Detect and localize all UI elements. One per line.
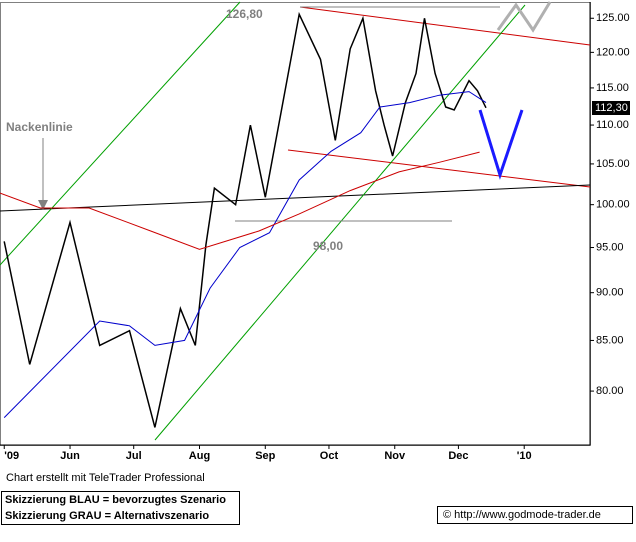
series-line [3,91,487,418]
x-tick-label: Jul [126,450,142,462]
scenario-blue [478,109,524,180]
series-line [0,151,480,250]
series-line [3,11,487,428]
arrow-head [38,200,48,210]
x-tick-label: '09 [4,450,19,462]
annotation: 126,80 [226,7,263,21]
legend-line: Skizzierung BLAU = bevorzugtes Szenario [5,494,226,506]
last-price: 112,30 [595,102,628,114]
x-tick-label: Oct [320,450,339,462]
legend-line: Skizzierung GRAU = Alternativszenario [5,510,209,522]
y-tick-label: 120.00 [596,46,630,58]
y-tick-label: 125.00 [596,12,630,24]
channel [0,1,241,266]
y-tick-label: 90.00 [596,287,624,299]
y-tick-label: 100.00 [596,199,630,211]
channel [154,4,526,441]
trendline [287,149,591,188]
x-tick-label: Sep [255,450,275,462]
y-tick-label: 85.00 [596,334,624,346]
source: © http://www.godmode-trader.de [443,509,601,521]
x-tick-label: Aug [189,450,210,462]
x-tick-label: '10 [517,450,532,462]
y-tick-label: 115.00 [596,82,629,94]
annotation: 98,00 [313,239,343,253]
scenario-grey [496,1,552,33]
plot-frame [0,2,591,446]
y-tick-label: 95.00 [596,241,624,253]
neckline [0,184,591,212]
y-tick-label: 105.00 [596,158,630,170]
x-tick-label: Jun [60,450,80,462]
y-tick-label: 110.00 [596,119,629,131]
footer: Chart erstellt mit TeleTrader Profession… [6,472,205,484]
x-tick-label: Dec [448,450,468,462]
trendline [299,6,591,46]
annotation: Nackenlinie [6,120,73,134]
legend-box [1,491,240,525]
y-tick-label: 80.00 [596,385,624,397]
x-tick-label: Nov [384,450,406,462]
price-box [592,101,630,115]
source-box [437,506,633,524]
